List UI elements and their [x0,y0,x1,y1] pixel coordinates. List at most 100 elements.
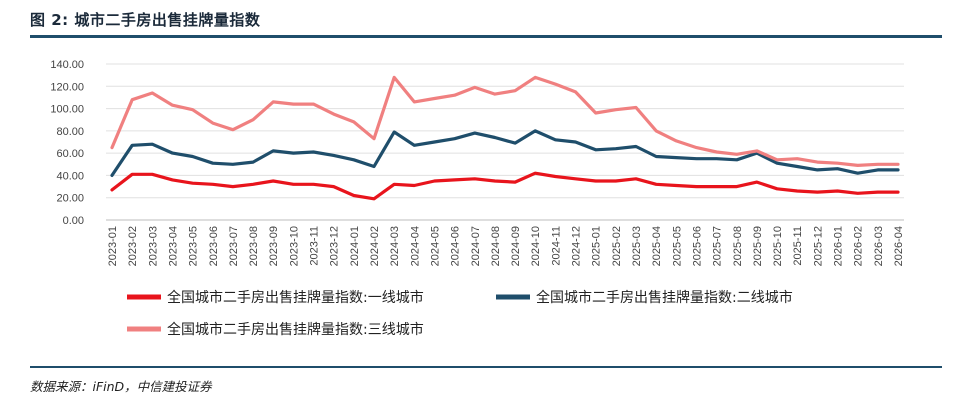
series-line-2 [110,129,900,177]
data-point-series-1 [836,189,839,193]
x-tick-label: 2023-09 [268,226,280,266]
data-point-series-2 [735,158,738,162]
x-tick-label: 2024-02 [369,226,381,266]
y-tick-label: 120.00 [50,81,84,93]
x-tick-label: 2023-06 [208,226,220,266]
data-point-series-1 [110,188,114,192]
data-point-series-1 [473,177,476,180]
data-point-series-1 [695,185,698,188]
data-point-series-3 [695,146,698,149]
data-point-series-1 [856,192,859,195]
data-point-series-3 [574,90,577,94]
series-line-1 [110,171,900,201]
data-point-series-1 [392,183,396,186]
data-point-series-2 [392,130,396,134]
x-tick-label: 2024-09 [510,226,522,266]
data-point-series-1 [735,185,738,188]
data-point-series-3 [251,118,255,121]
data-point-series-1 [292,183,295,186]
x-tick-label: 2025-03 [631,226,643,266]
data-point-series-2 [896,168,900,172]
data-point-series-1 [896,190,900,194]
x-tick-label: 2024-03 [389,226,401,266]
data-point-series-2 [876,168,880,172]
data-point-series-1 [413,184,416,187]
data-point-series-1 [816,190,819,194]
x-tick-label: 2025-12 [812,226,824,266]
x-tick-label: 2023-08 [248,226,260,266]
x-tick-label: 2024-10 [530,226,542,266]
data-point-series-3 [151,91,154,95]
data-point-series-3 [896,163,900,166]
x-tick-label: 2024-04 [409,226,421,266]
x-tick-label: 2024-11 [550,226,562,266]
data-point-series-3 [453,94,456,97]
x-tick-label: 2023-11 [309,226,321,266]
x-tick-label: 2025-08 [732,226,744,266]
x-tick-label: 2023-01 [107,226,119,266]
x-tick-label: 2023-03 [147,226,159,266]
x-tick-label: 2026-03 [873,226,885,266]
data-point-series-2 [614,147,618,150]
data-point-series-2 [675,156,678,159]
data-point-series-3 [332,112,335,116]
data-point-series-3 [211,121,214,125]
data-point-series-3 [554,82,557,86]
x-tick-label: 2025-04 [651,226,663,266]
data-point-series-2 [534,129,537,133]
data-point-series-2 [272,149,275,153]
data-point-series-2 [695,157,698,160]
legend-label-3: 全国城市二手房出售挂牌量指数:三线城市 [167,321,424,338]
data-point-series-3 [654,129,658,133]
data-point-series-2 [554,138,557,141]
data-point-series-2 [775,161,779,165]
data-point-series-2 [332,154,335,157]
data-point-series-2 [836,167,839,170]
figure-title: 图 2: 城市二手房出售挂牌量指数 [30,11,261,29]
data-point-series-1 [634,177,638,180]
data-point-series-3 [513,89,517,92]
x-tick-label: 2024-01 [349,226,361,266]
data-point-series-3 [372,137,376,140]
data-point-series-1 [352,194,356,197]
data-point-series-3 [312,102,315,106]
data-point-series-3 [392,76,396,79]
x-tick-label: 2023-07 [228,226,240,266]
data-point-series-3 [735,153,738,156]
x-tick-label: 2025-06 [691,226,703,266]
data-point-series-1 [513,180,517,184]
data-point-series-2 [171,151,174,155]
data-point-series-1 [654,183,658,186]
x-tick-label: 2025-10 [772,226,784,266]
data-point-series-2 [352,158,356,162]
data-point-series-2 [292,151,295,155]
data-point-series-3 [534,76,537,79]
data-point-series-1 [191,182,194,185]
data-point-series-3 [715,150,718,154]
data-point-series-1 [554,175,557,178]
x-tick-label: 2026-04 [893,226,905,266]
legend-label-2: 全国城市二手房出售挂牌量指数:二线城市 [536,289,793,306]
x-tick-label: 2025-11 [792,226,804,266]
data-point-series-3 [755,149,759,153]
data-point-series-3 [473,86,476,89]
data-point-series-3 [836,161,839,165]
data-point-series-2 [433,140,436,144]
data-point-series-1 [493,179,497,183]
data-point-series-1 [876,190,880,194]
data-point-series-3 [634,106,638,109]
data-point-series-3 [614,108,618,111]
data-point-series-2 [856,172,859,175]
data-point-series-1 [534,172,537,175]
bottom-rule [30,366,942,368]
data-point-series-2 [312,150,315,154]
y-tick-label: 100.00 [50,104,84,116]
data-point-series-3 [796,157,799,160]
data-point-series-3 [413,100,416,104]
data-point-series-1 [775,187,779,190]
data-point-series-1 [272,179,275,183]
data-point-series-2 [372,165,376,168]
data-point-series-1 [433,179,436,183]
data-point-series-1 [796,189,799,193]
